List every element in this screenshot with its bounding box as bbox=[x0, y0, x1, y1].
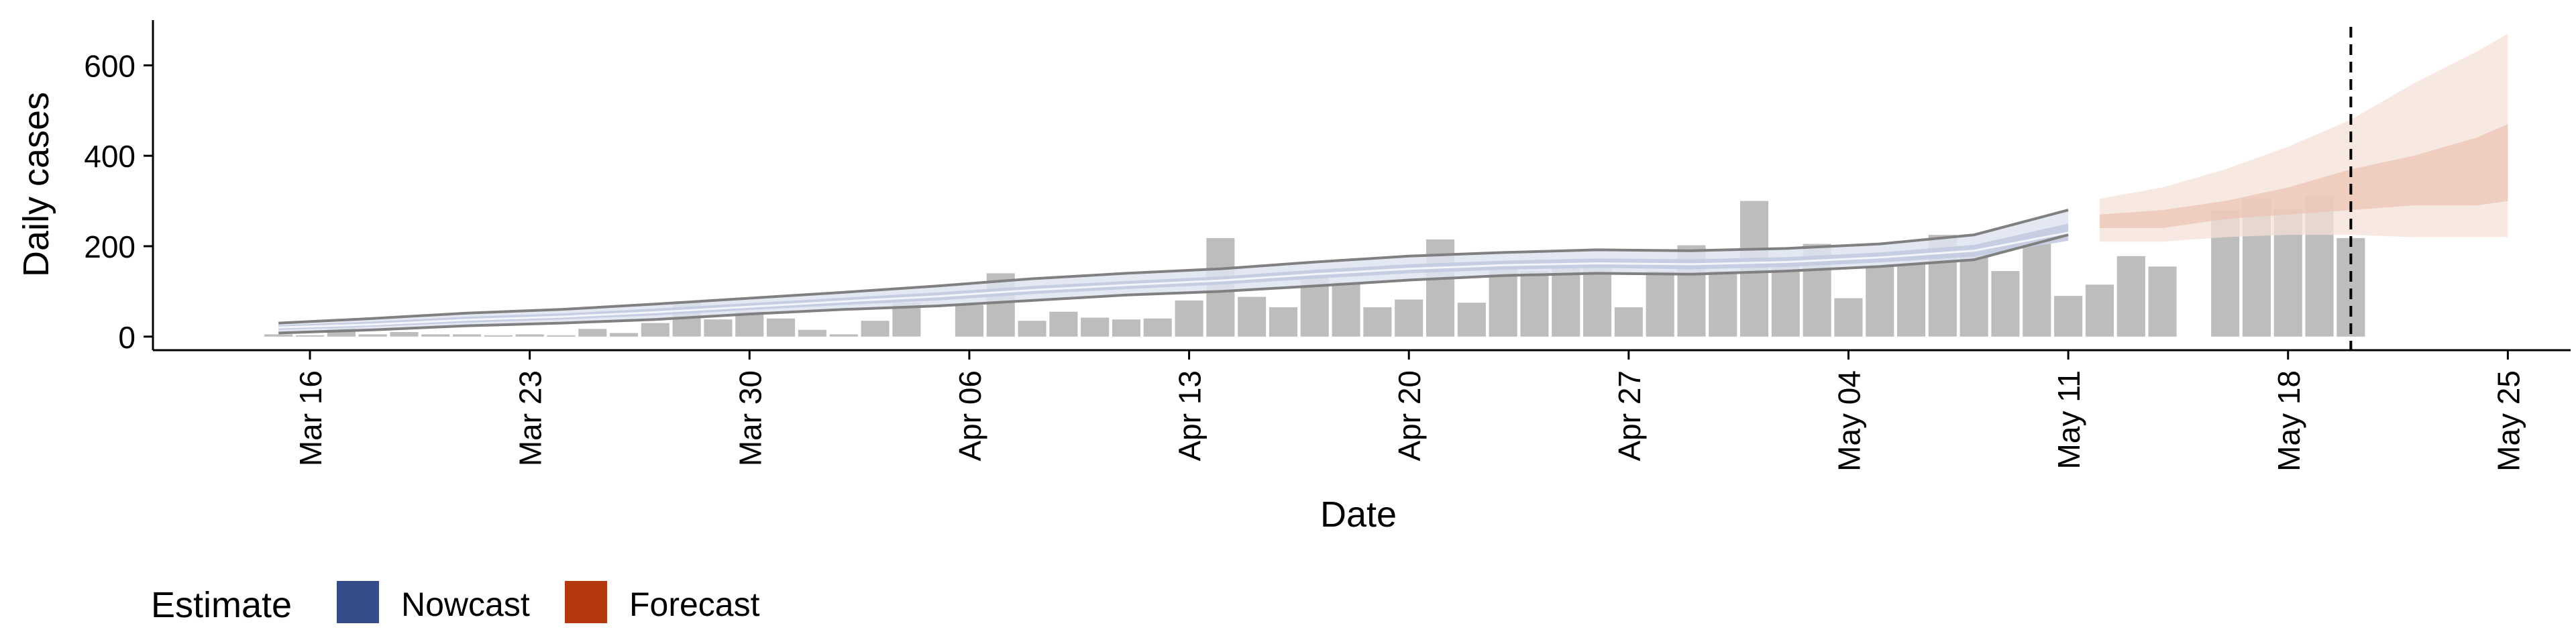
bar-2020-04-16 bbox=[1269, 307, 1297, 337]
x-tick-label-2020-05-18: May 18 bbox=[2271, 370, 2306, 472]
bar-2020-03-24 bbox=[547, 335, 576, 337]
bar-2020-03-27 bbox=[641, 323, 669, 337]
bar-2020-05-05 bbox=[1866, 266, 1894, 337]
x-tick-label-2020-04-13: Apr 13 bbox=[1173, 370, 1208, 462]
bar-2020-04-25 bbox=[1552, 266, 1580, 337]
nowcast-lower-line bbox=[278, 233, 2069, 335]
bar-2020-03-31 bbox=[767, 318, 796, 337]
x-tick-label-2020-04-27: Apr 27 bbox=[1612, 370, 1647, 462]
legend-label-forecast: Forecast bbox=[629, 586, 760, 623]
y-tick-label-200: 200 bbox=[84, 229, 136, 264]
x-tick-label-2020-03-16: Mar 16 bbox=[293, 370, 328, 466]
bar-2020-03-25 bbox=[578, 329, 607, 337]
x-tick-label-2020-03-30: Mar 30 bbox=[733, 370, 767, 466]
bar-2020-04-03 bbox=[861, 321, 890, 337]
bar-2020-04-18 bbox=[1332, 282, 1360, 337]
bar-2020-04-30 bbox=[1709, 271, 1737, 337]
y-axis-title: Daily cases bbox=[16, 92, 56, 277]
y-tick-label-400: 400 bbox=[84, 139, 136, 174]
x-tick-label-2020-05-25: May 25 bbox=[2491, 370, 2526, 472]
bar-2020-04-12 bbox=[1143, 318, 1172, 337]
bar-2020-03-22 bbox=[484, 335, 513, 337]
legend-title: Estimate bbox=[151, 585, 292, 625]
bar-2020-04-01 bbox=[798, 329, 826, 337]
legend-swatch-forecast bbox=[565, 581, 607, 623]
forecast-inner-band bbox=[2099, 124, 2508, 228]
x-tick-label-2020-05-11: May 11 bbox=[2051, 370, 2086, 469]
bar-2020-03-20 bbox=[421, 334, 450, 337]
bar-2020-05-10 bbox=[2023, 244, 2051, 337]
bar-2020-04-10 bbox=[1081, 317, 1110, 337]
axes: 0 200 400 600 Mar 16 Mar 23 Mar 30 Apr 06 Apr 13… bbox=[84, 20, 2571, 472]
bar-2020-05-09 bbox=[1991, 271, 2020, 337]
nowcast-median-line bbox=[278, 231, 2069, 329]
bar-2020-05-20 bbox=[2337, 237, 2365, 337]
bar-2020-03-16 bbox=[296, 335, 325, 337]
bar-2020-04-28 bbox=[1646, 271, 1674, 337]
bar-2020-03-21 bbox=[453, 334, 482, 337]
bar-2020-03-26 bbox=[610, 333, 639, 337]
x-tick-label-2020-04-20: Apr 20 bbox=[1392, 370, 1427, 462]
x-tick-label-2020-03-23: Mar 23 bbox=[513, 370, 548, 466]
bar-2020-04-06 bbox=[955, 305, 983, 337]
bar-2020-04-24 bbox=[1520, 271, 1549, 337]
bar-2020-04-20 bbox=[1395, 299, 1424, 337]
nowcast-upper-line bbox=[278, 209, 2069, 325]
y-tick-label-600: 600 bbox=[84, 48, 136, 83]
plot-area bbox=[264, 27, 2508, 350]
legend: Estimate Nowcast Forecast bbox=[151, 581, 760, 625]
bar-2020-04-02 bbox=[829, 334, 858, 337]
bar-2020-04-27 bbox=[1614, 307, 1643, 337]
bar-2020-05-13 bbox=[2116, 256, 2145, 337]
bar-2020-04-13 bbox=[1175, 300, 1203, 337]
bar-2020-03-23 bbox=[515, 334, 544, 337]
x-tick-label-2020-05-04: May 04 bbox=[1831, 370, 1866, 472]
nowcast-inner-band bbox=[278, 223, 2069, 330]
bar-2020-05-06 bbox=[1897, 264, 1926, 337]
bar-2020-03-19 bbox=[390, 332, 419, 337]
bar-2020-05-14 bbox=[2148, 266, 2177, 337]
bar-2020-05-12 bbox=[2085, 284, 2114, 337]
y-tick-label-0: 0 bbox=[118, 320, 136, 355]
bar-2020-05-08 bbox=[1960, 253, 1988, 337]
legend-swatch-nowcast bbox=[337, 581, 379, 623]
x-tick-label-2020-04-06: Apr 06 bbox=[953, 370, 987, 462]
bar-2020-04-15 bbox=[1238, 297, 1267, 337]
x-axis-title: Date bbox=[1320, 494, 1397, 535]
legend-label-nowcast: Nowcast bbox=[401, 586, 530, 623]
bar-2020-05-11 bbox=[2054, 296, 2083, 337]
bar-2020-04-19 bbox=[1363, 307, 1392, 337]
bar-2020-03-15 bbox=[264, 334, 293, 337]
bar-2020-03-29 bbox=[704, 319, 733, 337]
bar-2020-03-18 bbox=[358, 334, 387, 337]
bar-2020-04-11 bbox=[1112, 319, 1140, 337]
bar-2020-04-08 bbox=[1018, 321, 1046, 337]
bar-2020-04-22 bbox=[1457, 303, 1486, 337]
bar-2020-05-04 bbox=[1834, 298, 1863, 337]
bar-2020-04-09 bbox=[1049, 311, 1078, 337]
